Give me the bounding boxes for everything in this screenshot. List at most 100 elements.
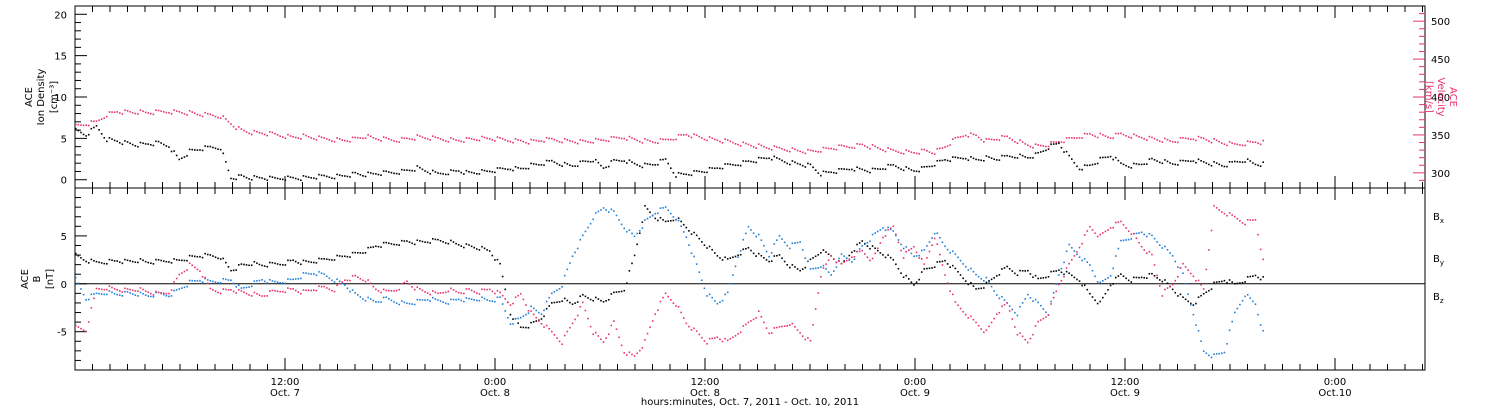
bz-point [908,249,910,251]
velocity-point [1001,134,1003,137]
by-point [732,274,734,276]
by-point [201,281,204,283]
by-point [1001,295,1003,298]
by-point [918,254,920,257]
bz-point [274,290,276,292]
velocity-point [972,133,975,136]
velocity-point [933,153,936,155]
bz-point [1239,220,1241,222]
bz-point [287,287,289,289]
bz-point [165,292,168,295]
bz-point [716,336,719,339]
bx-point [1151,272,1153,275]
bx-point [876,249,879,252]
velocity-point [1182,136,1184,139]
density-point [827,171,830,174]
density-point [1246,158,1249,160]
velocity-point [545,136,548,139]
bx-point [222,257,225,260]
bx-point [509,313,512,316]
velocity-point [1086,133,1089,135]
by-point [279,282,281,284]
by-point [90,293,93,296]
bz-point [137,290,139,292]
bz-point [424,291,426,293]
by-point [876,230,879,233]
bz-point [1213,204,1215,207]
bx-point [1086,288,1089,291]
bx-point [382,241,385,244]
bx-point [1197,296,1200,298]
bz-point [1135,237,1138,240]
density-point [545,159,548,162]
bx-point [915,281,918,284]
by-point [657,212,659,215]
bx-point [504,288,507,291]
bz-point [675,305,677,307]
bx-point [1021,269,1024,272]
velocity-point [1021,141,1024,143]
bx-point [706,247,708,249]
velocity-point [856,143,858,145]
velocity-point [473,138,475,141]
density-point [126,141,129,143]
density-point [398,173,400,175]
bz-point [778,326,781,328]
density-point [936,159,939,162]
bz-point [1259,248,1262,251]
density-point [918,170,920,173]
bx-point [962,277,964,280]
velocity-point [732,141,734,144]
density-point [186,155,188,157]
by-point [869,240,871,243]
velocity-point [701,137,703,139]
velocity-point [936,148,939,150]
by-point [1037,301,1039,304]
bx-point [351,251,354,254]
bz-point [1169,285,1171,288]
by-point [750,229,752,231]
velocity-point [1114,132,1117,135]
bz-point [1130,233,1133,235]
by-point [139,291,142,294]
velocity-point [995,138,998,141]
bx-point [447,242,450,245]
velocity-point [1174,141,1177,143]
density-point [121,143,124,146]
velocity-point [804,152,807,155]
by-point [543,309,545,312]
density-point [745,160,747,163]
density-point [1226,165,1228,168]
density-point [732,164,734,166]
velocity-point [1122,133,1125,136]
bz-point [918,257,920,259]
legend-entry-bx: Bx [1433,212,1444,225]
bx-point [1192,304,1195,306]
velocity-point [690,136,693,139]
bx-point [719,257,721,259]
bz-point [160,292,162,294]
bz-point [351,275,354,277]
bz-point [328,288,331,291]
velocity-point [1070,137,1073,139]
bx-point [194,255,196,258]
bx-point [1161,280,1164,283]
density-point [263,178,266,180]
density-point [380,174,382,177]
by-point [447,303,450,305]
bx-point [638,232,641,235]
density-tick-label: 15 [54,52,67,63]
density-point [820,174,822,177]
bz-point [900,249,902,252]
by-point [990,285,993,288]
velocity-point [820,151,822,153]
by-point [664,206,667,208]
by-point [1223,351,1226,354]
velocity-point [569,140,571,142]
velocity-point [455,139,457,141]
density-point [437,172,439,174]
velocity-point [760,144,763,147]
bz-point [1120,220,1122,223]
by-point [501,303,504,305]
density-point [892,163,895,166]
